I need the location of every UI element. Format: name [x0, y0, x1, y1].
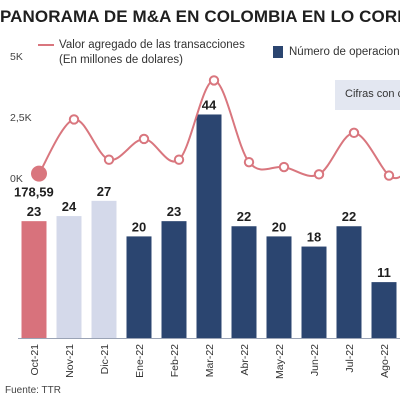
bar-value-label: 23 [27, 204, 41, 219]
bar [301, 246, 327, 338]
line-point [173, 154, 185, 165]
bar-value-label: 27 [97, 184, 111, 199]
bar-value-label: 18 [307, 230, 321, 245]
legend-bar-label: Número de operaciones [289, 46, 400, 58]
line-axis-tick: 0K [10, 173, 23, 185]
bar-value-label: 20 [132, 219, 146, 234]
bar-value-label: 44 [202, 97, 217, 112]
bar [231, 226, 257, 338]
category-label: Jul-22 [344, 344, 356, 373]
bar-value-label: 22 [342, 209, 356, 224]
bar [91, 200, 117, 338]
line-point [68, 114, 80, 125]
bar [56, 216, 82, 338]
category-label: Dic-21 [99, 344, 111, 375]
category-label: Abr-22 [239, 344, 251, 376]
legend-line-swatch [38, 44, 54, 46]
category-label: Jun-22 [309, 344, 321, 376]
category-label: Nov-21 [64, 344, 76, 378]
line-point [243, 156, 255, 168]
line-point [348, 127, 360, 139]
bar [336, 226, 362, 338]
legend-bar-swatch [273, 46, 283, 58]
bar [126, 236, 152, 338]
bar [161, 221, 187, 338]
bar-value-label: 24 [62, 199, 77, 214]
bar-value-label: 11 [377, 265, 391, 280]
line-axis-tick: 5K [10, 51, 23, 63]
note-box [335, 80, 400, 110]
line-first-value-label: 178,59 [14, 185, 54, 200]
line-axis-tick: 2,5K [10, 112, 32, 124]
line-point [383, 170, 395, 181]
legend-line-label: Valor agregado de las transacciones (En … [59, 38, 245, 68]
legend-line-label-2: (En millones de dolares) [59, 54, 184, 66]
source-note: Fuente: TTR [5, 385, 61, 396]
bar [196, 114, 222, 338]
legend-line-label-1: Valor agregado de las transacciones [59, 39, 245, 51]
line-point-highlight [31, 165, 47, 182]
bar [21, 221, 47, 338]
chart-title: PANORAMA DE M&A EN COLOMBIA EN LO CORRID… [0, 7, 400, 26]
category-label: Ago-22 [379, 344, 391, 378]
line-point [138, 133, 150, 145]
line-point [278, 161, 290, 173]
bar-value-label: 20 [272, 219, 286, 234]
line-point [103, 154, 115, 165]
category-label: May-22 [274, 344, 286, 379]
category-label: Oct-21 [29, 344, 41, 376]
bar [371, 282, 397, 338]
bar [266, 236, 292, 338]
category-label: Mar-22 [204, 344, 216, 377]
category-label: Ene-22 [134, 344, 146, 378]
line-point [313, 169, 325, 180]
note-text: Cifras con c [345, 88, 400, 100]
line-point [208, 75, 220, 86]
bar-value-label: 23 [167, 204, 181, 219]
bar-value-label: 22 [237, 209, 251, 224]
category-label: Feb-22 [169, 344, 181, 377]
